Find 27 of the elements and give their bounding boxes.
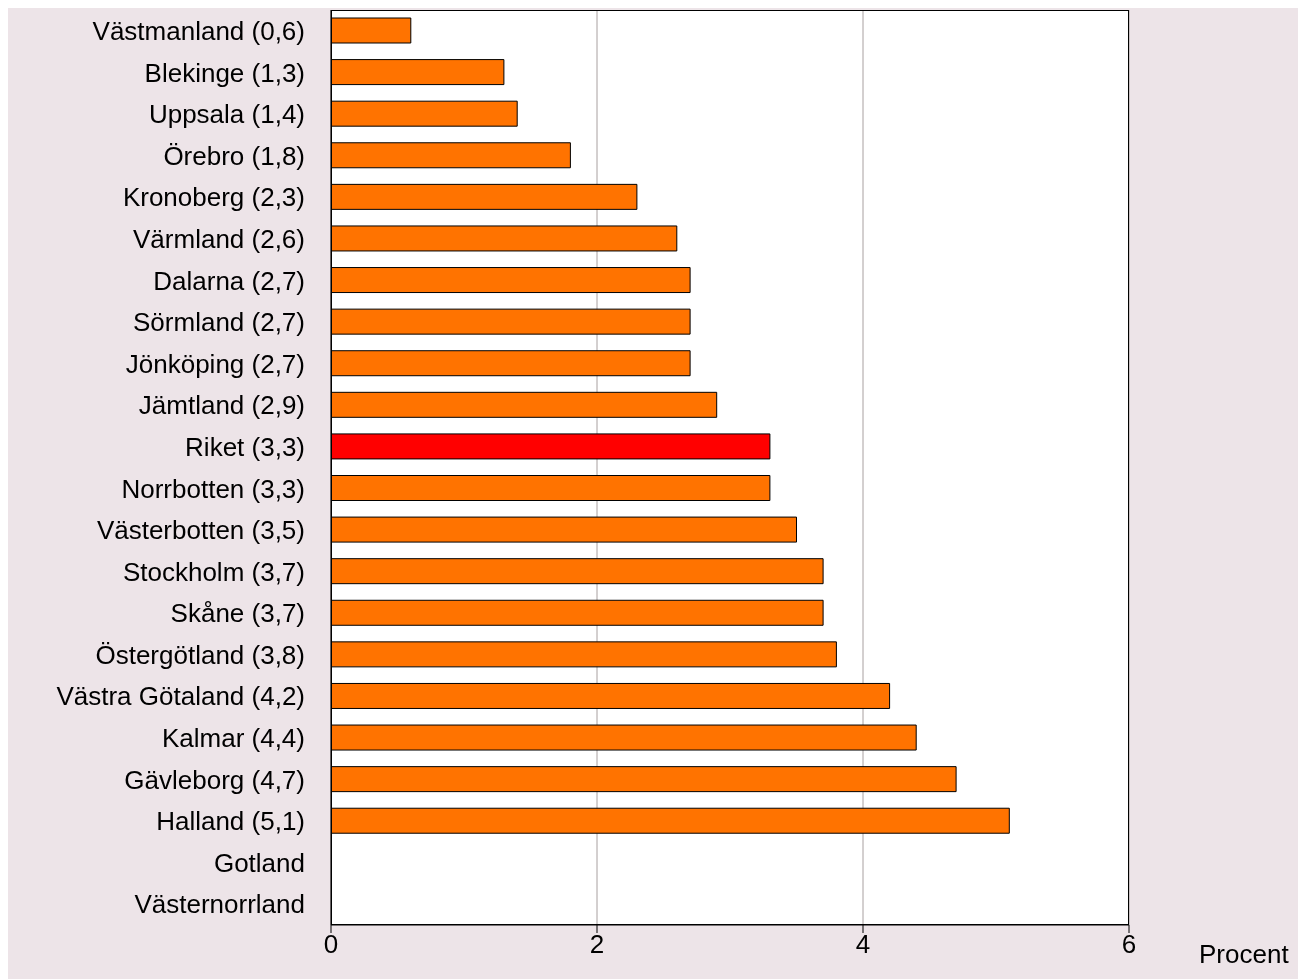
- y-tick-label: Blekinge (1,3): [144, 57, 305, 88]
- y-tick-label: Östergötland (3,8): [95, 639, 305, 670]
- y-tick-label: Riket (3,3): [185, 431, 305, 462]
- x-tick-label: 0: [323, 929, 339, 960]
- x-tick-label: 2: [589, 929, 605, 960]
- y-tick-label: Västra Götaland (4,2): [56, 681, 305, 712]
- y-tick-label: Jönköping (2,7): [125, 348, 305, 379]
- y-tick-label: Dalarna (2,7): [153, 265, 305, 296]
- y-tick-label: Kronoberg (2,3): [122, 182, 305, 213]
- y-tick-label: Sörmland (2,7): [133, 307, 305, 338]
- y-tick-label: Halland (5,1): [156, 806, 305, 837]
- y-tick-label: Gävleborg (4,7): [124, 764, 305, 795]
- x-tick-label: 4: [855, 929, 871, 960]
- y-tick-label: Örebro (1,8): [163, 140, 305, 171]
- y-tick-label: Uppsala (1,4): [148, 99, 305, 130]
- y-tick-label: Kalmar (4,4): [161, 723, 305, 754]
- y-tick-label: Skåne (3,7): [170, 598, 305, 629]
- x-tick-label: 6: [1121, 929, 1137, 960]
- y-tick-label: Västmanland (0,6): [92, 16, 305, 47]
- y-tick-label: Jämtland (2,9): [138, 390, 305, 421]
- x-axis-title: Procent: [1199, 939, 1289, 970]
- y-tick-label: Värmland (2,6): [133, 223, 305, 254]
- y-tick-label: Stockholm (3,7): [122, 556, 305, 587]
- y-tick-label: Norrbotten (3,3): [121, 473, 305, 504]
- y-tick-label: Västerbotten (3,5): [96, 515, 305, 546]
- y-tick-label: Västernorrland: [134, 889, 305, 920]
- y-tick-label: Gotland: [213, 847, 305, 878]
